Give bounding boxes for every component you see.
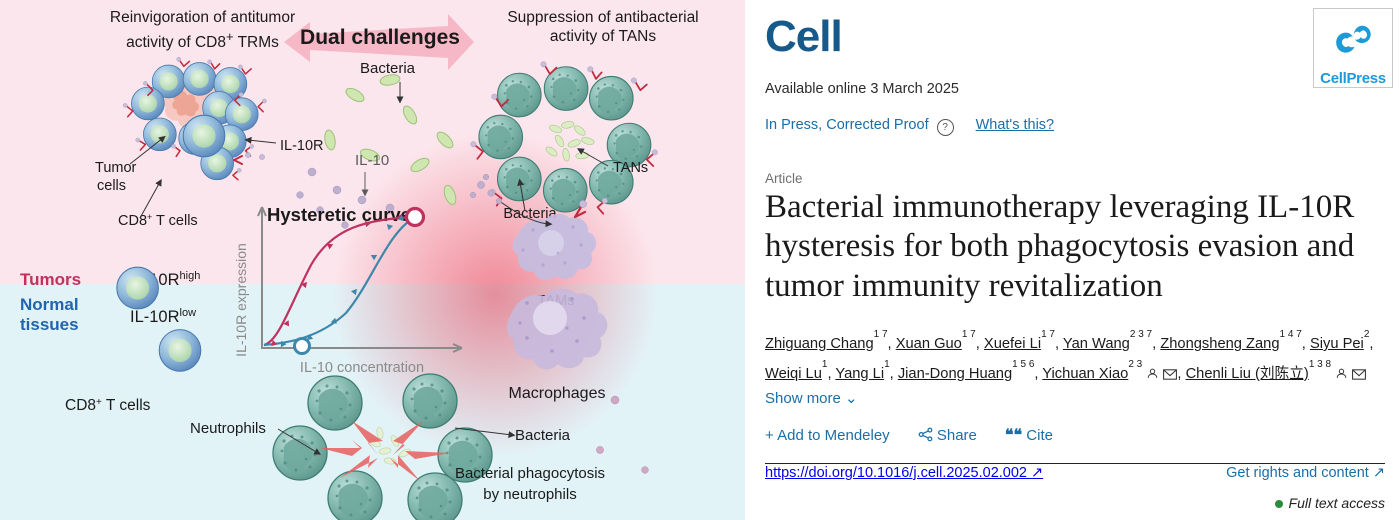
svg-text:by neutrophils: by neutrophils: [483, 486, 576, 503]
svg-text:Hysteretic curve: Hysteretic curve: [267, 204, 411, 225]
svg-text:Macrophages: Macrophages: [509, 385, 606, 402]
svg-text:Neutrophils: Neutrophils: [190, 420, 266, 437]
svg-text:Tumors: Tumors: [20, 270, 81, 289]
svg-text:Tumor: Tumor: [95, 160, 137, 176]
svg-text:IL-10R expression: IL-10R expression: [233, 243, 249, 357]
svg-text:Normal: Normal: [20, 295, 79, 314]
svg-text:CD8+ T cells: CD8+ T cells: [118, 212, 198, 229]
svg-text:IL-10: IL-10: [355, 152, 389, 169]
svg-text:Bacteria: Bacteria: [515, 427, 571, 444]
svg-text:IL-10R: IL-10R: [280, 138, 324, 154]
svg-text:cells: cells: [97, 178, 126, 194]
svg-text:IL-10Rlow: IL-10Rlow: [130, 307, 196, 326]
svg-text:IL-10 concentration: IL-10 concentration: [300, 360, 424, 376]
svg-text:Bacterial phagocytosis: Bacterial phagocytosis: [455, 465, 605, 482]
svg-text:tissues: tissues: [20, 315, 79, 334]
svg-text:TANs: TANs: [613, 160, 648, 176]
svg-text:CD8+ T cells: CD8+ T cells: [65, 397, 151, 415]
svg-text:Bacteria: Bacteria: [360, 60, 416, 77]
